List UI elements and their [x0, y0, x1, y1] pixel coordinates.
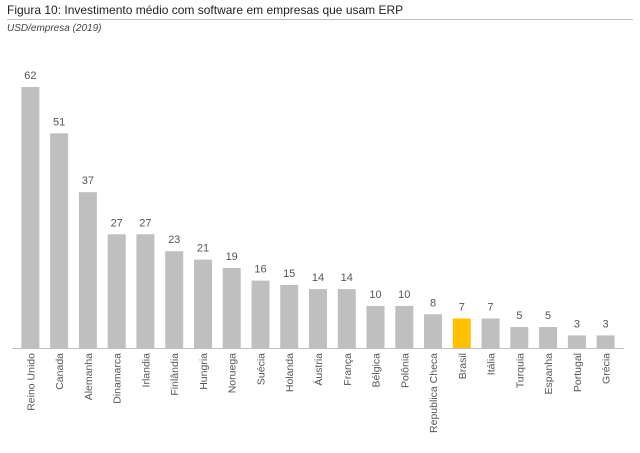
- bar: [510, 327, 529, 348]
- bar: [136, 234, 155, 348]
- category-label: Áustria: [312, 353, 325, 386]
- bar: [539, 327, 558, 348]
- data-label: 62: [24, 70, 36, 82]
- bar: [452, 318, 471, 348]
- bar: [251, 280, 270, 348]
- data-label: 37: [82, 175, 94, 187]
- chart-title: Figura 10: Investimento médio com softwa…: [7, 3, 404, 17]
- chart-subtitle: USD/empresa (2019): [7, 23, 102, 34]
- data-label: 16: [254, 264, 266, 276]
- data-label: 10: [369, 289, 381, 301]
- category-label: Irlandia: [140, 353, 152, 388]
- bar: [596, 335, 615, 348]
- bar: [78, 192, 97, 348]
- category-label: Republica Checa: [428, 353, 440, 433]
- data-label: 7: [459, 302, 465, 314]
- category-label: Portugal: [572, 353, 584, 392]
- bar: [309, 289, 327, 348]
- data-label: 3: [603, 318, 609, 330]
- category-label: Espanha: [543, 353, 555, 395]
- data-label: 15: [283, 268, 295, 280]
- data-label: 5: [545, 310, 551, 322]
- bar: [366, 305, 385, 348]
- category-label: Bélgica: [371, 353, 383, 388]
- data-label: 27: [139, 217, 151, 229]
- category-label: Alemanha: [83, 353, 95, 400]
- data-label: 19: [226, 251, 238, 263]
- bar: [395, 305, 414, 348]
- bar: [165, 251, 184, 348]
- data-label: 21: [197, 243, 209, 255]
- data-label: 27: [111, 217, 123, 229]
- bar: [567, 335, 586, 348]
- category-label: Holanda: [284, 353, 296, 392]
- data-label: 14: [341, 272, 353, 284]
- bar: [21, 87, 40, 348]
- category-label: Finlândia: [169, 353, 181, 396]
- bar: [222, 268, 241, 348]
- data-label: 5: [516, 310, 522, 322]
- category-label: Hungria: [198, 353, 210, 390]
- data-label: 3: [574, 318, 580, 330]
- bar: [194, 259, 212, 348]
- data-label: 14: [312, 272, 324, 284]
- bar: [280, 284, 299, 348]
- category-label: Turquia: [514, 353, 526, 388]
- category-label: Dinamarca: [112, 353, 124, 404]
- category-label: Grécia: [601, 353, 613, 384]
- category-label: Brasil: [457, 353, 469, 379]
- bar: [424, 314, 442, 348]
- category-label: Polônia: [399, 353, 411, 388]
- data-label: 23: [168, 234, 180, 246]
- bar: [50, 133, 69, 348]
- data-label: 7: [488, 302, 494, 314]
- bar: [107, 234, 126, 348]
- bar: [337, 289, 356, 348]
- data-label: 10: [398, 289, 410, 301]
- data-label: 8: [430, 297, 436, 309]
- data-label: 51: [53, 116, 65, 128]
- category-label: França: [342, 353, 354, 386]
- category-label: Itália: [486, 353, 498, 375]
- category-label: Reino Unido: [25, 353, 37, 411]
- category-label: Suécia: [256, 353, 268, 385]
- category-label: Canada: [54, 353, 66, 390]
- category-label: Noruega: [227, 353, 239, 393]
- bar: [481, 318, 500, 348]
- title-divider: [7, 19, 633, 20]
